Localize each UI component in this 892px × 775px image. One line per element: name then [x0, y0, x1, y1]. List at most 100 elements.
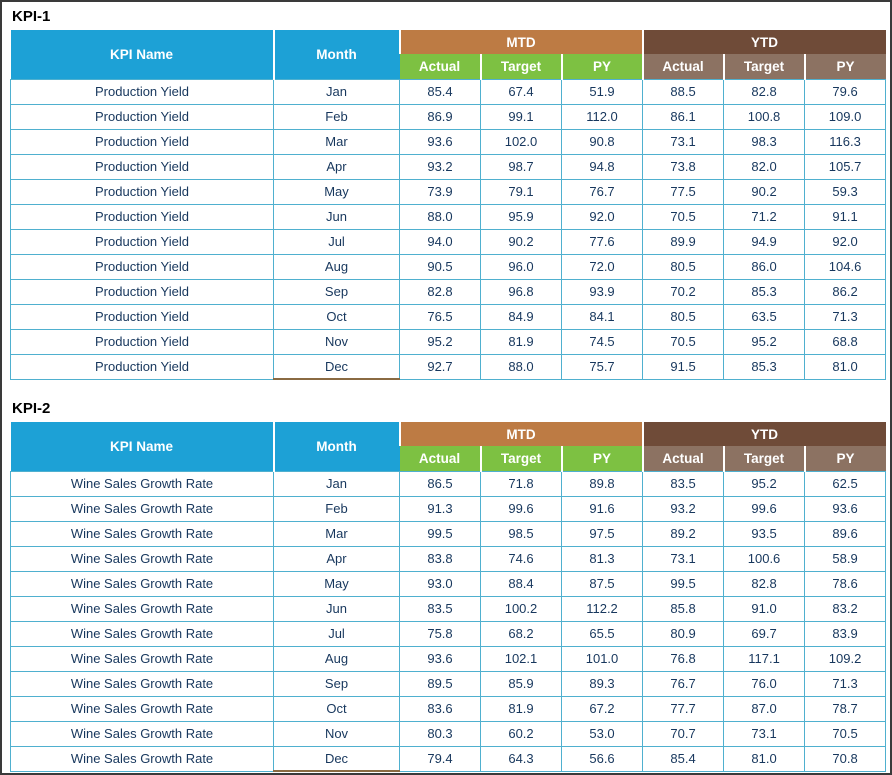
kpi-name-cell[interactable]: Production Yield [10, 228, 274, 255]
month-cell[interactable]: Dec [273, 353, 400, 380]
mtd-actual-cell[interactable]: 83.6 [399, 695, 481, 722]
mtd-actual-cell[interactable]: 86.5 [399, 470, 481, 497]
month-cell[interactable]: Jan [273, 470, 400, 497]
ytd-py-cell[interactable]: 68.8 [804, 328, 887, 355]
ytd-target-cell[interactable]: 86.0 [723, 253, 806, 280]
ytd-py-cell[interactable]: 91.1 [804, 203, 887, 230]
mtd-actual-cell[interactable]: 90.5 [399, 253, 481, 280]
mtd-actual-cell[interactable]: 73.9 [399, 178, 481, 205]
mtd-actual-cell[interactable]: 93.6 [399, 645, 481, 672]
ytd-py-cell[interactable]: 104.6 [804, 253, 887, 280]
kpi-name-cell[interactable]: Wine Sales Growth Rate [10, 545, 274, 572]
month-cell[interactable]: Apr [273, 545, 400, 572]
ytd-target-cell[interactable]: 99.6 [723, 495, 806, 522]
ytd-target-cell[interactable]: 85.3 [723, 353, 806, 380]
kpi-name-cell[interactable]: Production Yield [10, 328, 274, 355]
ytd-py-cell[interactable]: 92.0 [804, 228, 887, 255]
mtd-py-cell[interactable]: 77.6 [560, 228, 644, 255]
ytd-py-cell[interactable]: 71.3 [804, 303, 887, 330]
mtd-actual-cell[interactable]: 75.8 [399, 620, 481, 647]
ytd-actual-header[interactable]: Actual [641, 446, 724, 471]
ytd-actual-cell[interactable]: 70.5 [642, 328, 725, 355]
ytd-actual-cell[interactable]: 88.5 [642, 78, 725, 105]
kpi-name-cell[interactable]: Wine Sales Growth Rate [10, 695, 274, 722]
kpi-name-cell[interactable]: Wine Sales Growth Rate [10, 720, 274, 747]
kpi-name-cell[interactable]: Wine Sales Growth Rate [10, 745, 274, 772]
kpi-name-cell[interactable]: Production Yield [10, 153, 274, 180]
mtd-py-cell[interactable]: 56.6 [560, 745, 644, 772]
kpi-name-cell[interactable]: Wine Sales Growth Rate [10, 495, 274, 522]
month-cell[interactable]: Sep [273, 278, 400, 305]
ytd-py-cell[interactable]: 59.3 [804, 178, 887, 205]
mtd-actual-cell[interactable]: 80.3 [399, 720, 481, 747]
month-header[interactable]: Month [272, 30, 400, 79]
kpi-name-header[interactable]: KPI Name [10, 422, 274, 471]
mtd-actual-cell[interactable]: 91.3 [399, 495, 481, 522]
ytd-target-cell[interactable]: 100.8 [723, 103, 806, 130]
ytd-target-cell[interactable]: 94.9 [723, 228, 806, 255]
mtd-target-cell[interactable]: 67.4 [480, 78, 562, 105]
mtd-py-cell[interactable]: 92.0 [560, 203, 644, 230]
month-cell[interactable]: Jan [273, 78, 400, 105]
mtd-target-cell[interactable]: 98.7 [480, 153, 562, 180]
ytd-target-header[interactable]: Target [722, 54, 805, 79]
kpi-name-cell[interactable]: Production Yield [10, 253, 274, 280]
mtd-py-cell[interactable]: 72.0 [560, 253, 644, 280]
mtd-target-cell[interactable]: 81.9 [480, 695, 562, 722]
ytd-target-header[interactable]: Target [722, 446, 805, 471]
ytd-py-cell[interactable]: 89.6 [804, 520, 887, 547]
ytd-py-cell[interactable]: 116.3 [804, 128, 887, 155]
month-cell[interactable]: Mar [273, 128, 400, 155]
month-cell[interactable]: Oct [273, 695, 400, 722]
ytd-actual-header[interactable]: Actual [641, 54, 724, 79]
mtd-py-cell[interactable]: 112.0 [560, 103, 644, 130]
mtd-target-cell[interactable]: 99.1 [480, 103, 562, 130]
ytd-target-cell[interactable]: 82.8 [723, 570, 806, 597]
mtd-target-cell[interactable]: 88.4 [480, 570, 562, 597]
mtd-py-cell[interactable]: 89.8 [560, 470, 644, 497]
ytd-py-cell[interactable]: 105.7 [804, 153, 887, 180]
ytd-py-cell[interactable]: 79.6 [804, 78, 887, 105]
kpi-name-cell[interactable]: Production Yield [10, 128, 274, 155]
ytd-target-cell[interactable]: 76.0 [723, 670, 806, 697]
ytd-target-cell[interactable]: 95.2 [723, 470, 806, 497]
ytd-actual-cell[interactable]: 73.1 [642, 128, 725, 155]
month-header[interactable]: Month [272, 422, 400, 471]
mtd-actual-cell[interactable]: 83.5 [399, 595, 481, 622]
mtd-py-cell[interactable]: 51.9 [560, 78, 644, 105]
mtd-py-cell[interactable]: 74.5 [560, 328, 644, 355]
ytd-py-cell[interactable]: 78.6 [804, 570, 887, 597]
mtd-target-cell[interactable]: 102.1 [480, 645, 562, 672]
mtd-actual-cell[interactable]: 86.9 [399, 103, 481, 130]
kpi-name-cell[interactable]: Production Yield [10, 178, 274, 205]
ytd-target-cell[interactable]: 85.3 [723, 278, 806, 305]
ytd-target-cell[interactable]: 73.1 [723, 720, 806, 747]
ytd-py-header[interactable]: PY [803, 446, 886, 471]
mtd-actual-cell[interactable]: 94.0 [399, 228, 481, 255]
month-cell[interactable]: Aug [273, 645, 400, 672]
ytd-actual-cell[interactable]: 73.8 [642, 153, 725, 180]
mtd-py-cell[interactable]: 101.0 [560, 645, 644, 672]
ytd-actual-cell[interactable]: 80.5 [642, 253, 725, 280]
mtd-target-cell[interactable]: 100.2 [480, 595, 562, 622]
kpi-name-cell[interactable]: Wine Sales Growth Rate [10, 520, 274, 547]
mtd-py-cell[interactable]: 94.8 [560, 153, 644, 180]
month-cell[interactable]: May [273, 570, 400, 597]
ytd-py-cell[interactable]: 62.5 [804, 470, 887, 497]
month-cell[interactable]: Mar [273, 520, 400, 547]
ytd-py-cell[interactable]: 86.2 [804, 278, 887, 305]
month-cell[interactable]: Jun [273, 595, 400, 622]
mtd-py-header[interactable]: PY [560, 54, 643, 79]
ytd-group-header[interactable]: YTD [641, 30, 886, 54]
mtd-target-cell[interactable]: 68.2 [480, 620, 562, 647]
month-cell[interactable]: Nov [273, 720, 400, 747]
mtd-target-header[interactable]: Target [479, 446, 562, 471]
ytd-actual-cell[interactable]: 85.8 [642, 595, 725, 622]
ytd-py-header[interactable]: PY [803, 54, 886, 79]
mtd-target-cell[interactable]: 85.9 [480, 670, 562, 697]
ytd-py-cell[interactable]: 78.7 [804, 695, 887, 722]
mtd-target-cell[interactable]: 90.2 [480, 228, 562, 255]
kpi-name-cell[interactable]: Production Yield [10, 278, 274, 305]
mtd-py-cell[interactable]: 97.5 [560, 520, 644, 547]
ytd-group-header[interactable]: YTD [641, 422, 886, 446]
